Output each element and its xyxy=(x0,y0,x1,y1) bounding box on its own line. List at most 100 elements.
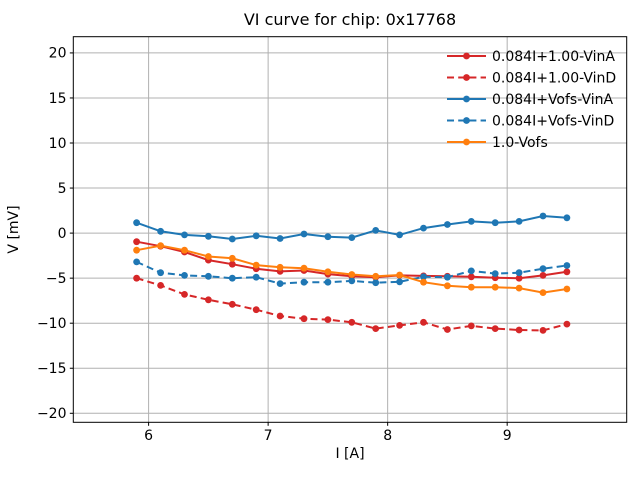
data-point xyxy=(205,253,212,260)
data-point xyxy=(515,218,523,225)
data-point xyxy=(228,300,236,308)
data-point xyxy=(348,318,356,326)
data-point xyxy=(276,263,284,271)
data-point xyxy=(205,272,212,280)
data-point xyxy=(181,291,188,298)
data-point xyxy=(300,315,308,323)
data-point xyxy=(515,326,523,334)
data-point xyxy=(300,278,308,286)
x-tick-label: 9 xyxy=(503,428,512,444)
data-point xyxy=(420,273,427,281)
data-point xyxy=(372,272,380,280)
data-point xyxy=(157,269,165,277)
data-point xyxy=(539,272,547,279)
data-point xyxy=(324,268,332,276)
data-point xyxy=(539,327,547,334)
data-point xyxy=(300,264,308,272)
data-point xyxy=(467,273,475,281)
legend-label: 0.084I+1.00-VinA xyxy=(492,49,615,65)
data-point xyxy=(491,270,499,277)
data-point xyxy=(157,282,165,289)
data-point xyxy=(563,214,571,222)
legend-label: 1.0-Vofs xyxy=(492,135,548,151)
data-point xyxy=(276,312,284,320)
legend-sample-marker xyxy=(463,74,470,81)
plot-render-layer: 6 7 8 9 20 15 10 5 0 −5 −10 −15 −20 0.084I+1.00-VinA 0… xyxy=(37,36,628,444)
data-point xyxy=(396,278,403,286)
data-point xyxy=(228,254,236,262)
legend-sample-marker xyxy=(463,95,470,103)
data-point xyxy=(444,273,451,281)
data-point xyxy=(252,232,260,240)
data-point xyxy=(467,218,475,225)
y-tick-label: 15 xyxy=(49,91,67,107)
data-point xyxy=(539,265,547,273)
data-point xyxy=(348,271,356,278)
data-point xyxy=(133,258,141,266)
data-point xyxy=(252,261,260,269)
data-point xyxy=(228,260,236,268)
data-point xyxy=(491,219,499,227)
data-point xyxy=(133,246,141,254)
data-point xyxy=(205,296,212,304)
x-tick-label: 6 xyxy=(144,428,153,444)
data-point xyxy=(467,267,475,275)
chart-title: VI curve for chip: 0x17768 xyxy=(244,10,456,29)
data-point xyxy=(420,278,427,286)
data-point xyxy=(420,318,427,326)
data-point xyxy=(228,274,236,282)
data-point xyxy=(372,227,380,234)
data-point xyxy=(181,272,188,279)
legend-sample-marker xyxy=(463,138,470,146)
y-tick-label: −15 xyxy=(37,361,67,377)
data-point xyxy=(563,285,571,293)
data-point xyxy=(396,271,403,279)
y-tick-label: 5 xyxy=(58,181,67,197)
data-point xyxy=(420,224,427,232)
data-point xyxy=(181,231,188,239)
y-tick-label: 20 xyxy=(49,46,67,62)
data-point xyxy=(563,262,571,269)
data-point xyxy=(444,221,451,228)
data-point xyxy=(515,274,523,282)
data-point xyxy=(324,278,332,286)
x-tick-label: 7 xyxy=(264,428,273,444)
y-tick-label: 0 xyxy=(58,226,67,242)
data-point xyxy=(157,227,165,235)
data-point xyxy=(444,326,451,333)
data-point xyxy=(491,283,499,291)
data-point xyxy=(133,238,141,246)
axes-spines xyxy=(72,36,628,423)
legend-label: 0.084I+Vofs-VinD xyxy=(492,113,614,129)
data-point xyxy=(372,325,380,332)
data-point xyxy=(396,322,403,329)
data-point xyxy=(396,231,403,239)
data-point xyxy=(515,284,523,292)
data-point xyxy=(181,246,188,254)
legend-sample-marker xyxy=(463,52,470,60)
x-axis-label: I [A] xyxy=(335,446,364,462)
data-point xyxy=(133,219,141,227)
legend-sample-marker xyxy=(463,117,470,124)
data-point xyxy=(467,322,475,330)
series-line-4 xyxy=(136,244,568,294)
data-point xyxy=(276,235,284,242)
data-point xyxy=(133,274,141,282)
data-point xyxy=(324,316,332,323)
data-point xyxy=(276,280,284,287)
y-tick-label: −5 xyxy=(46,271,67,287)
data-point xyxy=(372,279,380,287)
data-point xyxy=(467,283,475,291)
data-point xyxy=(252,306,260,314)
y-axis-label: V [mV] xyxy=(6,205,22,253)
data-point xyxy=(324,233,332,241)
y-tick-label: −20 xyxy=(37,406,67,422)
data-point xyxy=(300,230,308,238)
data-point xyxy=(563,268,571,276)
data-point xyxy=(348,234,356,242)
legend-label: 0.084I+Vofs-VinA xyxy=(492,92,613,108)
data-point xyxy=(444,282,451,290)
x-tick-label: 8 xyxy=(383,428,392,444)
